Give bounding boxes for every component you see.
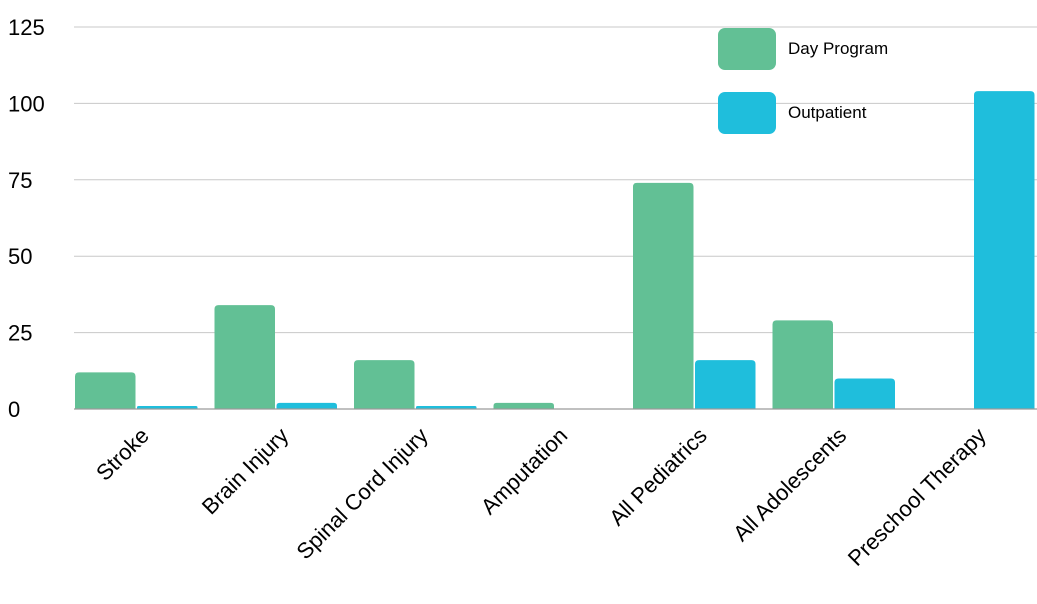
- bars: [75, 91, 1035, 410]
- x-category-label: Amputation: [476, 423, 572, 519]
- bar-day-program-amputation: [493, 402, 554, 409]
- bar-day-program-all-adolescents: [772, 320, 833, 409]
- bar-day-program-brain-injury: [214, 305, 275, 409]
- y-axis-ticks: 0 25 50 75 100 125: [8, 15, 45, 422]
- legend-label: Outpatient: [788, 103, 867, 122]
- x-category-label: All Pediatrics: [604, 423, 712, 531]
- bar-day-program-spinal-cord-injury: [354, 360, 415, 409]
- y-tick-label: 100: [8, 91, 45, 116]
- x-category-label: Stroke: [91, 423, 154, 486]
- bar-outpatient-all-pediatrics: [695, 360, 756, 409]
- x-category-label: Preschool Therapy: [843, 423, 991, 571]
- legend-label: Day Program: [788, 39, 888, 58]
- x-category-label: Spinal Cord Injury: [291, 423, 432, 564]
- bar-outpatient-all-adolescents: [834, 378, 895, 409]
- y-tick-label: 125: [8, 15, 45, 40]
- bar-day-program-all-pediatrics: [633, 182, 694, 409]
- bar-outpatient-stroke: [137, 405, 198, 409]
- y-tick-label: 50: [8, 244, 32, 269]
- bar-day-program-stroke: [75, 372, 136, 409]
- legend-swatch-day-program: [718, 28, 776, 70]
- y-tick-label: 0: [8, 397, 20, 422]
- legend: Day Program Outpatient: [718, 28, 888, 134]
- x-category-label: All Adolescents: [728, 423, 851, 546]
- bar-outpatient-spinal-cord-injury: [416, 405, 477, 409]
- legend-swatch-outpatient: [718, 92, 776, 134]
- y-tick-label: 75: [8, 168, 32, 193]
- x-category-label: Brain Injury: [197, 423, 293, 519]
- bar-outpatient-preschool-therapy: [974, 91, 1035, 410]
- y-tick-label: 25: [8, 321, 32, 346]
- gridlines: [74, 26, 1037, 334]
- bar-outpatient-brain-injury: [276, 402, 337, 409]
